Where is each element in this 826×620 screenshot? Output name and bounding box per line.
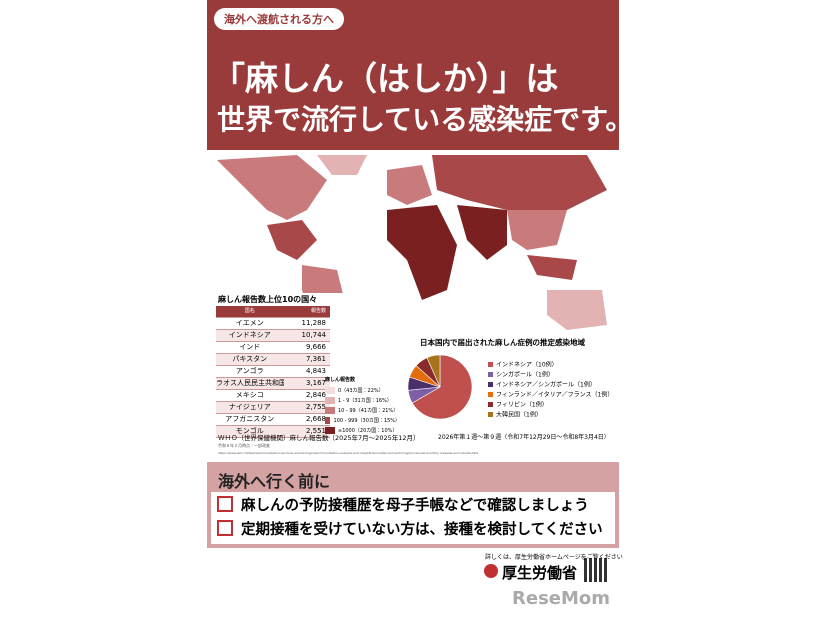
table-cell: モンゴル	[235, 427, 264, 435]
legend-swatch	[325, 426, 335, 434]
checklist-text: 定期接種を受けていない方は、接種を検討してください	[241, 521, 603, 538]
table-cell: ナイジェリア	[228, 403, 271, 411]
table-cell: 2,668	[305, 415, 326, 423]
footer-note: 詳しくは、厚生労働省ホームページをご覧ください	[485, 554, 623, 561]
legend-title: 麻しん報告数	[325, 377, 356, 383]
table-cell: 2,755	[305, 403, 326, 411]
table-cell: 3,167	[305, 379, 326, 387]
table-url: https://www.who.int/teams/immunization-v…	[218, 451, 479, 455]
legend-label: 0（43カ国：22%）	[338, 387, 384, 394]
table-row: ラオス人民民主共和国 3,167	[216, 378, 330, 390]
qr-code	[584, 558, 608, 582]
column-header: 報告数	[310, 308, 326, 314]
table-row: アンゴラ 4,843	[216, 366, 330, 378]
legend-label: フィンランド／イタリア／フランス（1例）	[496, 391, 613, 399]
watermark: ReseMom	[512, 588, 611, 609]
checklist-item: 麻しんの予防接種歴を母子手帳などで確認しましょう	[211, 492, 615, 516]
checklist-title: 海外へ行く前に	[218, 472, 331, 491]
legend-swatch	[325, 386, 335, 394]
checklist-text: 麻しんの予防接種歴を母子手帳などで確認しましょう	[241, 497, 589, 514]
table-row: メキシコ 2,846	[216, 390, 330, 402]
table-cell: 2,846	[305, 391, 326, 399]
table-cell: イエメン	[235, 319, 264, 327]
table-cell: インドネシア	[228, 331, 271, 339]
legend-swatch	[488, 392, 493, 397]
legend-label: シンガポール（1例）	[496, 371, 554, 379]
table-row: モンゴル 2,551	[216, 426, 330, 438]
pie-slice	[426, 354, 441, 388]
legend-label: 100 - 999（30カ国：15%）	[333, 417, 400, 424]
table-header: 国名 報告数	[216, 306, 330, 318]
table-cell: 7,361	[305, 355, 326, 363]
table-title: 麻しん報告数上位10の国々	[218, 295, 318, 304]
table-cell: パキスタン	[232, 355, 268, 363]
legend-swatch	[488, 412, 493, 417]
legend-swatch	[488, 402, 493, 407]
checkbox-icon	[217, 496, 233, 512]
table-row: インドネシア 10,744	[216, 330, 330, 342]
checklist: 麻しんの予防接種歴を母子手帳などで確認しましょう 定期接種を受けていない方は、接種…	[211, 492, 615, 544]
legend-label: 1 - 9（31カ国：16%）	[338, 397, 392, 404]
table-cell: 10,744	[301, 331, 327, 339]
logo: 厚生労働省	[502, 564, 578, 582]
table-cell: アンゴラ	[235, 367, 264, 375]
map-legend: 麻しん報告数 0（43カ国：22%） 1 - 9（31カ国：16%） 10 - 99（…	[325, 376, 400, 435]
legend-swatch	[488, 382, 493, 387]
table-row: イエメン 11,288	[216, 318, 330, 330]
title: 世界で流行している感染症です。	[217, 103, 634, 136]
logo-mark	[484, 564, 498, 578]
legend-label: 大韓民国（1例）	[496, 411, 542, 419]
legend-swatch	[325, 416, 331, 424]
table-cell: アフガニスタン	[225, 415, 275, 423]
title: 「麻しん（はしか）」は	[212, 59, 559, 98]
table: 国名 報告数イエメン 11,288 インドネシア 10,744 インド 9,666 パキスタン…	[216, 306, 330, 438]
badge: 海外へ渡航される方へ	[214, 8, 344, 30]
table-cell: 9,666	[305, 343, 326, 351]
table-cell: 11,288	[301, 319, 327, 327]
legend-label: 10 - 99（41カ国：21%）	[338, 407, 399, 414]
legend-item: 10 - 99（41カ国：21%）	[325, 405, 400, 415]
legend-item: ≥1000（20カ国：10%）	[325, 425, 400, 435]
table-cell: インド	[239, 343, 261, 351]
legend-label: インドネシア（10例）	[496, 361, 558, 369]
legend-swatch	[325, 406, 335, 414]
legend-swatch	[488, 362, 493, 367]
pie-title: 日本国内で届出された麻しん症例の推定感染地域	[420, 338, 585, 347]
legend-item: 0（43カ国：22%）	[325, 385, 400, 395]
legend-swatch	[325, 396, 335, 404]
table-cell: 4,843	[305, 367, 326, 375]
column-header: 国名	[244, 308, 255, 314]
legend-swatch	[488, 372, 493, 377]
checklist-item: 定期接種を受けていない方は、接種を検討してください	[211, 516, 615, 540]
pie-slice	[411, 354, 473, 420]
table-cell: 2,551	[305, 427, 326, 435]
pie-chart: インドネシア（10例） シンガポール（1例） インドネシア／シンガポール（1例） フィ…	[407, 354, 613, 420]
legend-label: フィリピン（1例）	[496, 401, 548, 409]
pie-caption: 2026年第１週～第９週（令和7年12月29日～令和8年3月4日）	[438, 434, 610, 441]
legend-label: インドネシア／シンガポール（1例）	[496, 381, 596, 389]
legend-item: 1 - 9（31カ国：16%）	[325, 395, 400, 405]
table-row: パキスタン 7,361	[216, 354, 330, 366]
table-cell: メキシコ	[235, 391, 264, 399]
table-row: ナイジェリア 2,755	[216, 402, 330, 414]
table-source: ＷＨＯ（世界保健機関）麻しん報告数（2025年7月～2025年12月）	[218, 434, 420, 442]
table-row: インド 9,666	[216, 342, 330, 354]
table-row: アフガニスタン 2,668	[216, 414, 330, 426]
table-note: 令和８年２月時点：一部改変	[218, 443, 270, 448]
legend-item: 100 - 999（30カ国：15%）	[325, 415, 400, 425]
table-cell: ラオス人民民主共和国	[216, 379, 284, 387]
legend-label: ≥1000（20カ国：10%）	[338, 427, 398, 434]
checkbox-icon	[217, 520, 233, 536]
